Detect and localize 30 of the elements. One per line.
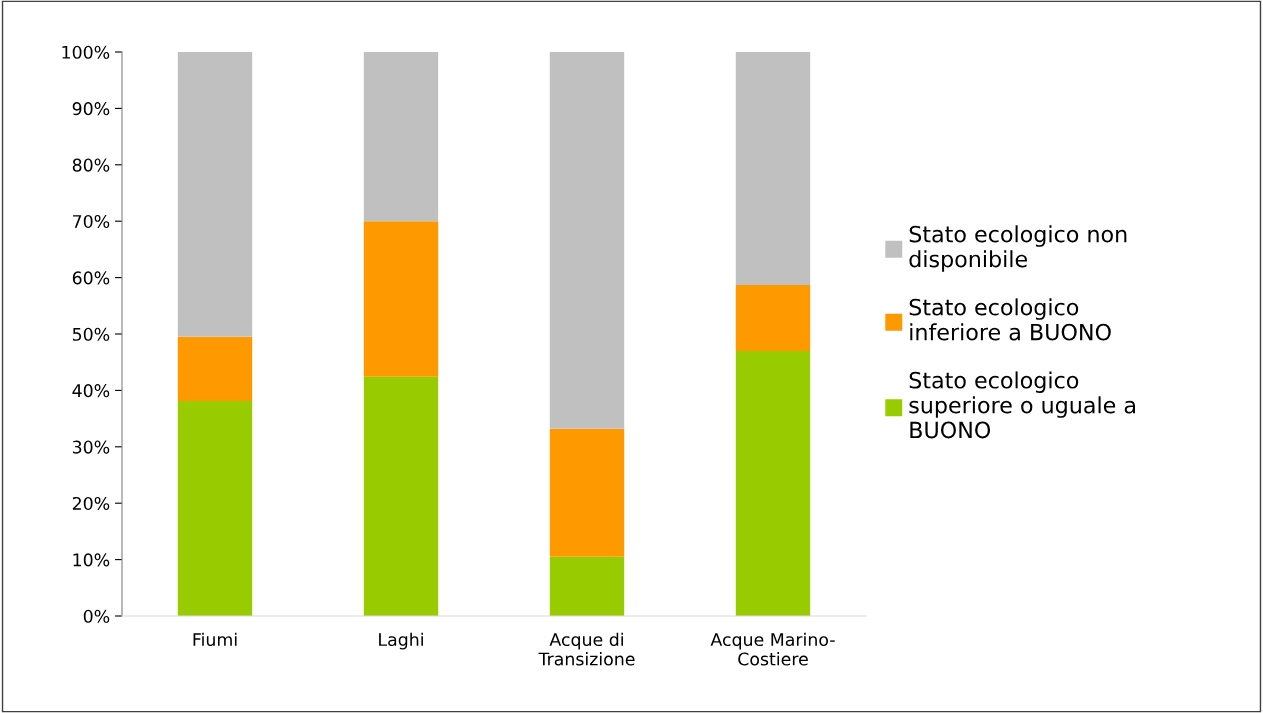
- x-tick-label: Fiumi: [193, 632, 237, 647]
- x-tick-label: Acque di Transizione: [538, 632, 635, 666]
- y-tick-label: 70%: [73, 214, 110, 229]
- y-tick-label: 40%: [72, 384, 110, 398]
- bar: [549, 52, 625, 429]
- y-tick-label: 0%: [83, 609, 110, 623]
- y-tick-label: 30%: [72, 440, 110, 454]
- bar: [177, 336, 253, 402]
- y-tick-label: 100%: [62, 45, 110, 59]
- y-tick-label: 10%: [73, 553, 110, 567]
- y-tick-label: 90%: [72, 102, 110, 116]
- x-tick-label: Laghi: [379, 632, 423, 650]
- bar: [735, 284, 811, 351]
- y-tick-label: 80%: [72, 158, 110, 172]
- bar: [363, 221, 439, 377]
- legend-label: Stato ecologico non disponibile: [909, 225, 1127, 272]
- bar: [735, 350, 811, 616]
- legend-label: Stato ecologico superiore o uguale a BUONO: [909, 371, 1135, 439]
- bar: [549, 428, 625, 557]
- y-tick-label: 20%: [72, 496, 110, 511]
- bar: [363, 52, 439, 222]
- bar: [549, 556, 625, 616]
- y-tick-label: 60%: [72, 271, 110, 285]
- y-tick-label: 50%: [72, 327, 110, 341]
- bar: [177, 52, 253, 337]
- legend-label: Stato ecologico inferiore a BUONO: [909, 298, 1111, 341]
- x-tick-label: Acque Marino- Costiere: [710, 632, 835, 666]
- bar: [363, 376, 439, 616]
- bar: [735, 52, 811, 285]
- bar: [177, 401, 253, 616]
